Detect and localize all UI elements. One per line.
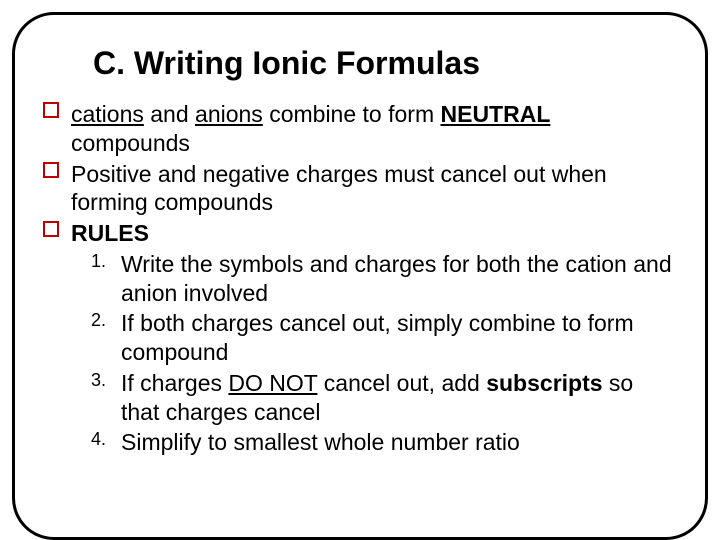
square-bullet-icon: [43, 102, 59, 118]
bullet-item: Positive and negative charges must cance…: [43, 160, 677, 218]
text-neutral: NEUTRAL: [441, 101, 551, 127]
rule-item: 3. If charges DO NOT cancel out, add sub…: [91, 369, 677, 427]
slide-frame: C. Writing Ionic Formulas cations and an…: [12, 12, 708, 540]
rule-subscripts: subscripts: [486, 370, 602, 396]
square-bullet-icon: [43, 221, 59, 237]
bullet-item: cations and anions combine to form NEUTR…: [43, 100, 677, 158]
rules-list: 1. Write the symbols and charges for bot…: [43, 250, 677, 457]
slide-title: C. Writing Ionic Formulas: [93, 45, 677, 82]
rule-number: 2.: [91, 309, 106, 332]
rule-number: 4.: [91, 428, 106, 451]
square-bullet-icon: [43, 162, 59, 178]
text-compounds: compounds: [71, 129, 677, 158]
rule-mid: cancel out, add: [317, 370, 486, 396]
rule-donot: DO NOT: [228, 370, 317, 396]
rule-text: Simplify to smallest whole number ratio: [121, 429, 520, 455]
rule-item: 1. Write the symbols and charges for bot…: [91, 250, 677, 308]
text-combine: combine to form: [263, 101, 441, 127]
rule-item: 2. If both charges cancel out, simply co…: [91, 309, 677, 367]
bullet-text: Positive and negative charges must cance…: [71, 161, 607, 216]
rule-text: If both charges cancel out, simply combi…: [121, 310, 634, 365]
bullet-list: cations and anions combine to form NEUTR…: [43, 100, 677, 248]
rule-text: Write the symbols and charges for both t…: [121, 251, 672, 306]
text-cations: cations: [71, 101, 144, 127]
bullet-item: RULES: [43, 219, 677, 248]
text-anions: anions: [195, 101, 263, 127]
rule-item: 4. Simplify to smallest whole number rat…: [91, 428, 677, 457]
rule-number: 1.: [91, 250, 106, 273]
rule-pre: If charges: [121, 370, 228, 396]
rules-label: RULES: [71, 220, 149, 246]
rule-number: 3.: [91, 369, 106, 392]
text-and: and: [144, 101, 195, 127]
